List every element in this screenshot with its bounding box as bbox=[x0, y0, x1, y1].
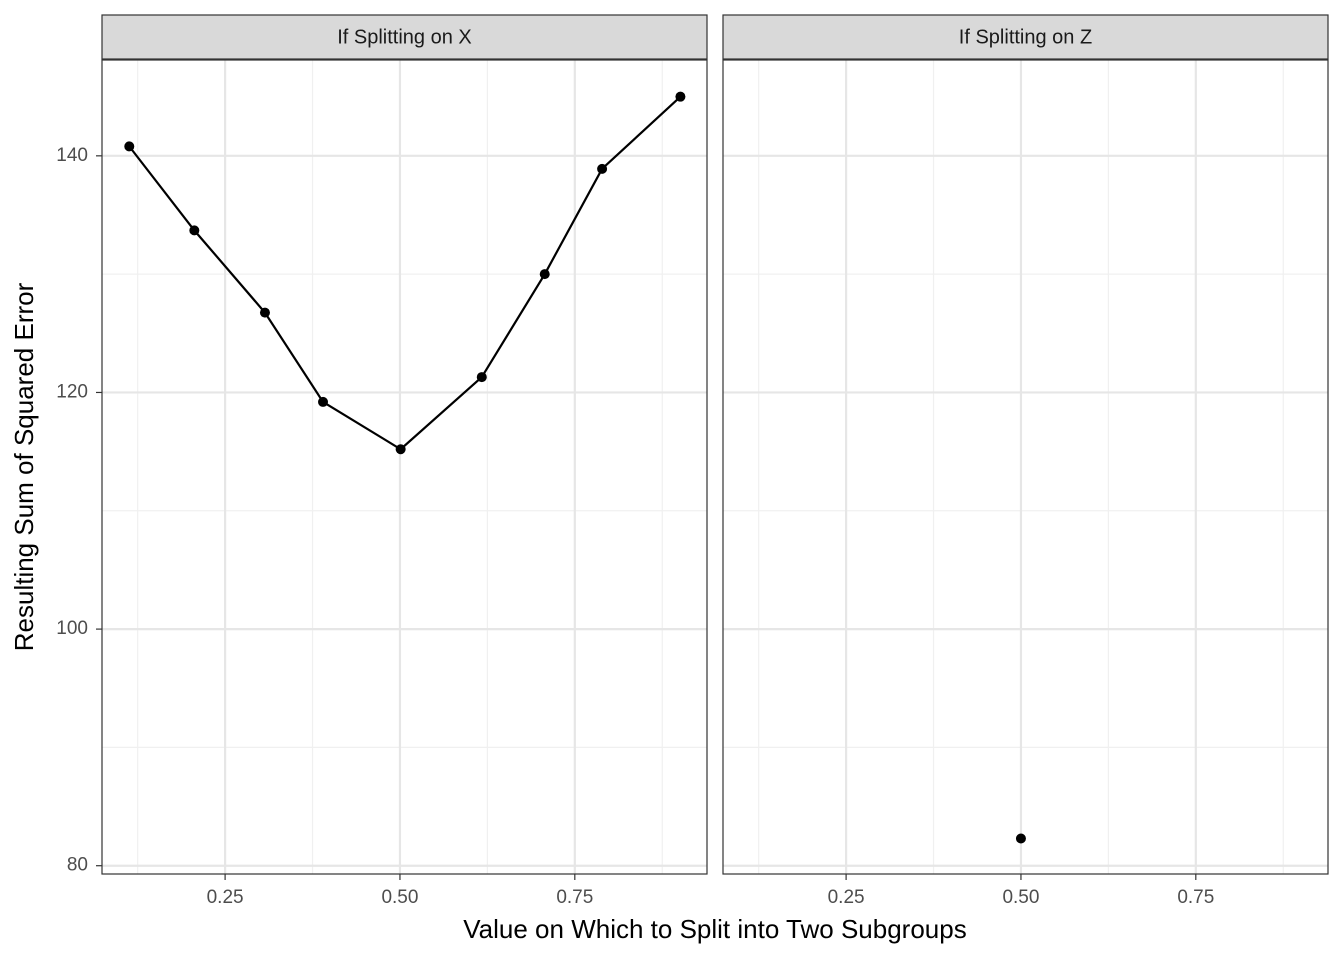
panel-border bbox=[101, 59, 708, 875]
x-tick-label: 0.50 bbox=[1002, 887, 1039, 908]
x-axis-title: Value on Which to Split into Two Subgrou… bbox=[463, 914, 966, 944]
panel-background bbox=[723, 60, 1328, 874]
x-tick-label: 0.75 bbox=[1177, 887, 1214, 908]
panel-background bbox=[102, 60, 707, 874]
y-axis-title: Resulting Sum of Squared Error bbox=[9, 282, 39, 651]
x-tick-label: 0.25 bbox=[828, 887, 865, 908]
point bbox=[1015, 833, 1026, 844]
y-tick-label: 120 bbox=[56, 381, 88, 402]
facet-title: If Splitting on X bbox=[337, 26, 472, 48]
point bbox=[318, 396, 329, 407]
point bbox=[189, 225, 200, 236]
facet-title: If Splitting on Z bbox=[959, 26, 1092, 48]
facet-strip bbox=[722, 14, 1329, 60]
point bbox=[597, 163, 608, 174]
facet-strip bbox=[101, 14, 708, 60]
y-tick-label: 140 bbox=[56, 145, 88, 166]
y-tick-label: 80 bbox=[67, 855, 88, 876]
point bbox=[124, 141, 135, 152]
point bbox=[476, 372, 487, 383]
point bbox=[259, 307, 270, 318]
x-tick-label: 0.25 bbox=[207, 887, 244, 908]
x-tick-label: 0.50 bbox=[381, 887, 418, 908]
x-tick-label: 0.75 bbox=[556, 887, 593, 908]
point bbox=[539, 269, 550, 280]
point bbox=[675, 91, 686, 102]
y-tick-label: 100 bbox=[56, 618, 88, 639]
panel-border bbox=[722, 59, 1329, 875]
point bbox=[395, 444, 406, 455]
